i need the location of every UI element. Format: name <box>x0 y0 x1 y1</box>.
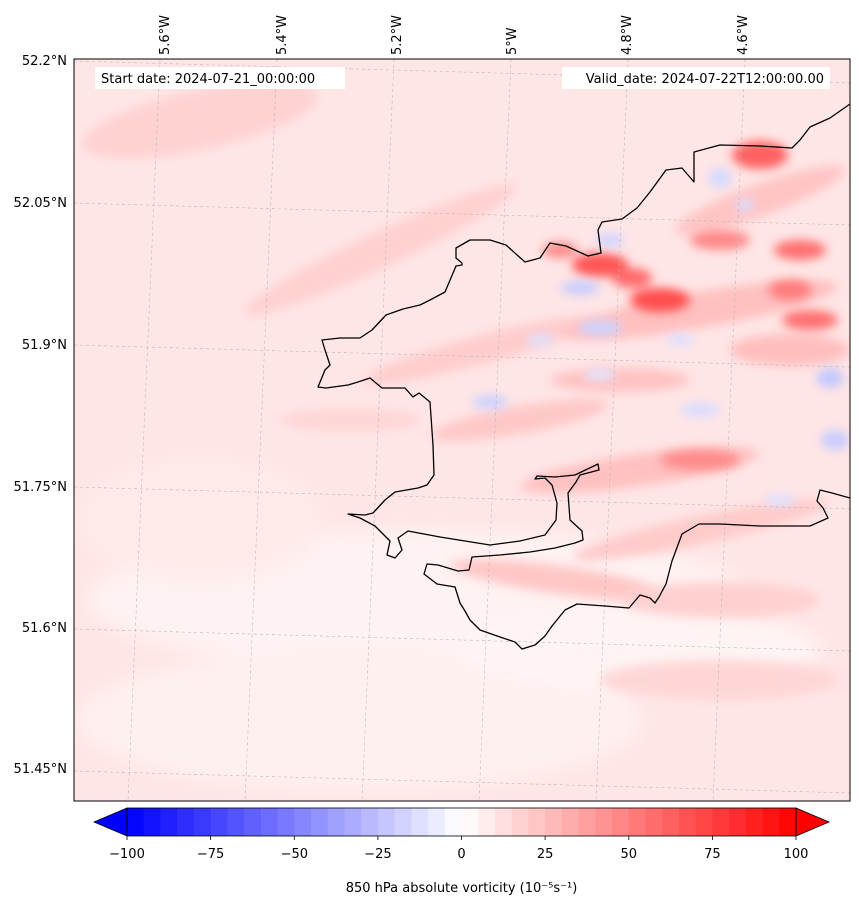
colorbar-step <box>177 808 195 836</box>
map-panel: Start date: 2024-07-21_00:00:00 Valid_da… <box>74 59 850 801</box>
colorbar-step <box>294 808 312 836</box>
map-frame <box>73 58 851 802</box>
colorbar-step <box>745 808 763 836</box>
lat-tick-label: 51.6°N <box>22 621 67 636</box>
longitude-labels: 5.6°W 5.4°W 5.2°W 5°W 4.8°W 4.6°W <box>158 15 751 55</box>
graticule <box>74 59 850 801</box>
colorbar-step <box>578 808 596 836</box>
colorbar-tick-label: −50 <box>281 847 308 862</box>
colorbar-step <box>244 808 262 836</box>
lat-tick-label: 51.75°N <box>14 480 67 495</box>
colorbar-step <box>595 808 613 836</box>
colorbar-step <box>528 808 546 836</box>
coastline <box>317 103 850 650</box>
colorbar-step <box>411 808 429 836</box>
colorbar-step <box>461 808 479 836</box>
colorbar-step <box>193 808 212 836</box>
colorbar-step <box>394 808 412 836</box>
colorbar-step <box>377 808 396 836</box>
start-date-label: Start date: 2024-07-21_00:00:00 <box>101 72 315 87</box>
colorbar-tick-label: 25 <box>537 847 554 862</box>
colorbar-step <box>494 808 513 836</box>
colorbar-step <box>645 808 663 836</box>
colorbar-tick-label: 50 <box>621 847 638 862</box>
colorbar-step <box>277 808 295 836</box>
colorbar-step <box>762 808 780 836</box>
lat-tick-label: 52.2°N <box>22 54 67 69</box>
colorbar-step <box>678 808 697 836</box>
latitude-labels: 52.2°N 52.05°N 51.9°N 51.75°N 51.6°N 51.… <box>14 54 67 777</box>
colorbar-step <box>127 808 145 836</box>
colorbar-tick-label: 0 <box>457 847 465 862</box>
colorbar-step <box>561 808 579 836</box>
colorbar-tick-label: −75 <box>197 847 224 862</box>
lon-tick-label: 4.6°W <box>736 15 751 55</box>
colorbar-tick-labels: −100 −75 −50 −25 0 25 50 75 100 <box>109 847 808 862</box>
colorbar: −100 −75 −50 −25 0 25 50 75 100 850 hPa … <box>92 807 831 896</box>
colorbar-step <box>428 808 446 836</box>
lon-tick-label: 4.8°W <box>620 15 635 55</box>
colorbar-tick-marks <box>126 836 797 840</box>
colorbar-step <box>729 808 747 836</box>
colorbar-tick-label: −100 <box>109 847 145 862</box>
colorbar-step <box>511 808 529 836</box>
colorbar-tick-label: −25 <box>364 847 391 862</box>
colorbar-tick-label: 75 <box>704 847 721 862</box>
colorbar-label: 850 hPa absolute vorticity (10⁻⁵s⁻¹) <box>346 881 578 896</box>
colorbar-step <box>628 808 646 836</box>
colorbar-step <box>310 808 329 836</box>
colorbar-step <box>695 808 713 836</box>
lat-tick-label: 51.9°N <box>22 338 67 353</box>
vorticity-field-strong <box>542 141 838 470</box>
colorbar-step <box>478 808 496 836</box>
colorbar-extend-low <box>92 807 128 837</box>
lat-tick-label: 51.45°N <box>14 762 67 777</box>
colorbar-step <box>344 808 362 836</box>
valid-date-label: Valid_date: 2024-07-22T12:00:00.00 <box>586 72 824 87</box>
colorbar-step <box>779 808 797 836</box>
colorbar-step <box>662 808 680 836</box>
colorbar-step <box>227 808 245 836</box>
start-date-box <box>95 67 345 89</box>
colorbar-step <box>327 808 345 836</box>
valid-date-box <box>562 67 830 89</box>
colorbar-step <box>210 808 228 836</box>
lon-tick-label: 5.2°W <box>390 15 405 55</box>
lat-tick-label: 52.05°N <box>14 196 67 211</box>
vorticity-field-negative <box>472 168 849 506</box>
vorticity-field-positive <box>82 81 850 700</box>
colorbar-step <box>361 808 379 836</box>
lon-tick-label: 5°W <box>505 27 520 55</box>
colorbar-step <box>160 808 178 836</box>
colorbar-step <box>712 808 730 836</box>
colorbar-step <box>260 808 278 836</box>
colorbar-steps <box>127 808 797 836</box>
colorbar-step <box>143 808 161 836</box>
colorbar-tick-label: 100 <box>784 847 809 862</box>
colorbar-step <box>612 808 630 836</box>
colorbar-extend-high <box>795 807 831 837</box>
colorbar-step <box>444 808 462 836</box>
colorbar-step <box>545 808 563 836</box>
lon-tick-label: 5.6°W <box>158 15 173 55</box>
vorticity-field-light <box>80 460 820 790</box>
lon-tick-label: 5.4°W <box>275 15 290 55</box>
